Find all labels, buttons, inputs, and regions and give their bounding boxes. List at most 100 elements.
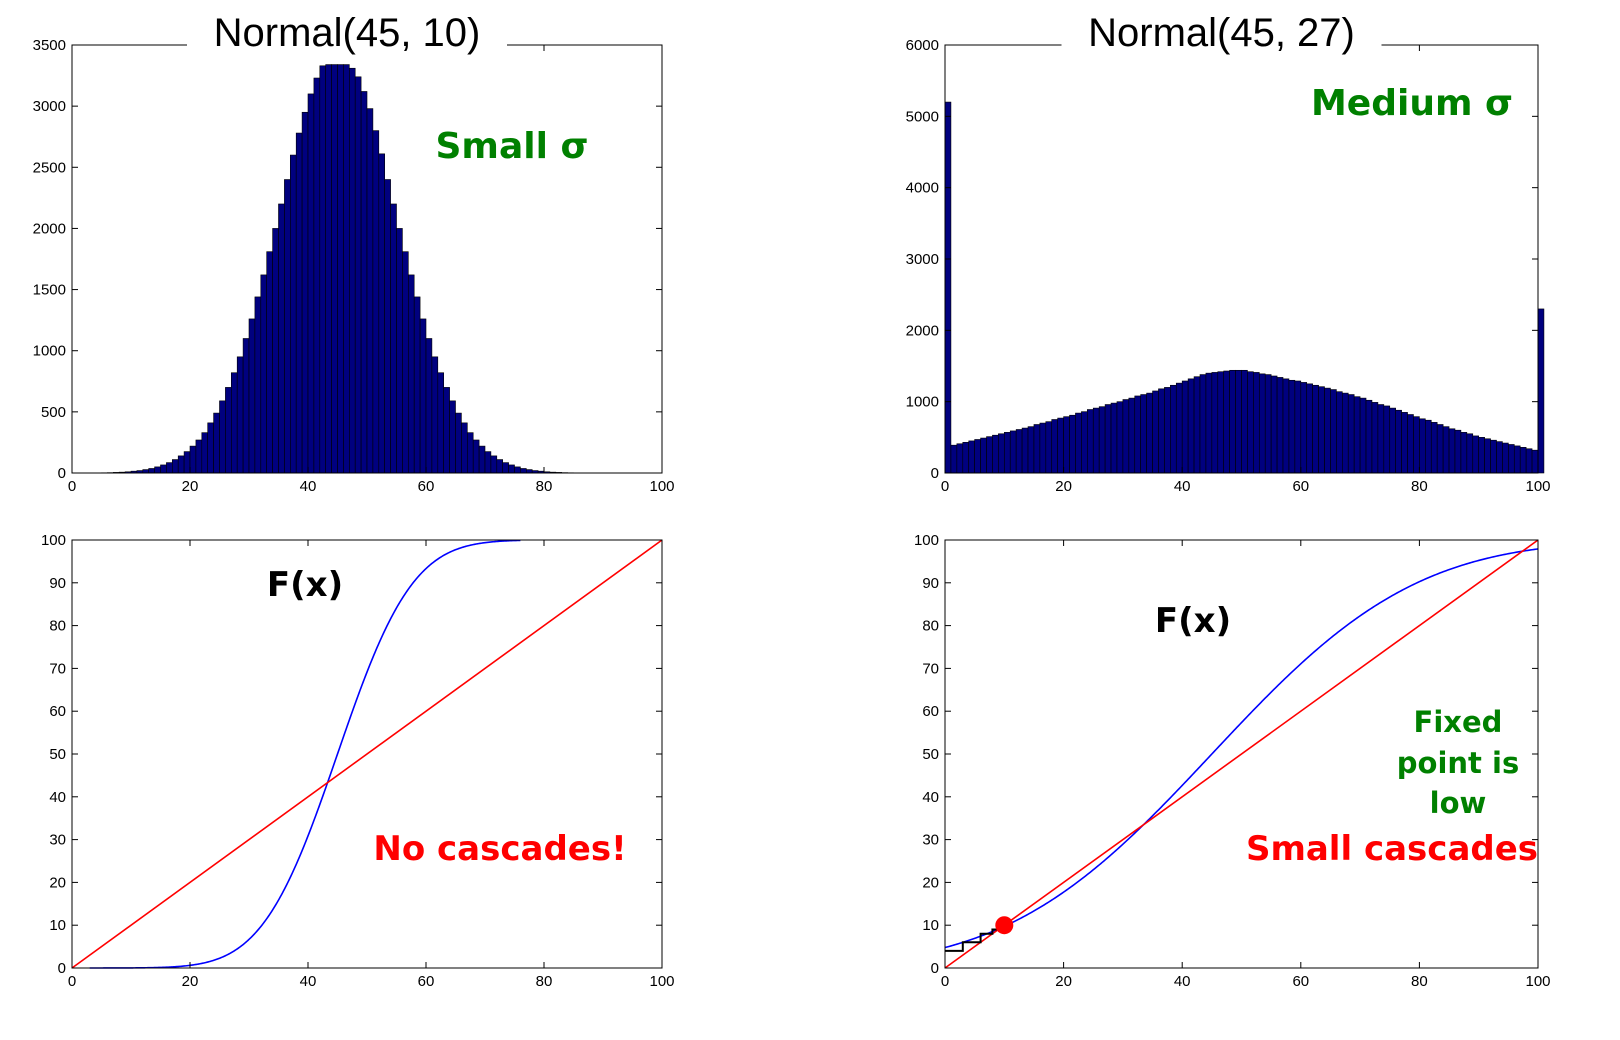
histogram-bar [407, 274, 415, 474]
histogram-bar [1513, 445, 1521, 474]
histogram-bar [1401, 412, 1408, 474]
histogram-bar [956, 443, 964, 474]
histogram-bar [950, 444, 958, 474]
histogram-bar [1003, 432, 1011, 474]
histogram-bar [1146, 392, 1153, 474]
histogram-bar [1087, 409, 1094, 474]
histogram-bar [1347, 394, 1355, 474]
histogram-bar [272, 228, 279, 474]
cdf-plot-small-sigma: 0 20 40 60 80 100 0 10 20 30 40 50 60 70 80 90 100 F(x) No… [41, 532, 675, 990]
y-tick-label: 30 [49, 832, 66, 849]
histogram-bar [195, 439, 203, 474]
y-tick-label: 0 [931, 465, 939, 482]
histogram-bar [1442, 426, 1450, 474]
histogram-bar [1478, 437, 1485, 474]
histogram-bar [396, 228, 403, 474]
histogram-bar [319, 65, 326, 474]
histogram-bar [1407, 414, 1414, 474]
x-tick-label: 100 [1525, 478, 1550, 495]
x-tick-label: 100 [649, 973, 674, 990]
title-backing [1061, 7, 1382, 53]
histogram-bar [1525, 448, 1533, 474]
histogram-bar [1164, 387, 1171, 474]
histogram-bar [254, 296, 262, 474]
histogram-bar [1021, 427, 1029, 474]
y-tick-label: 2000 [906, 322, 939, 339]
histogram-bar [413, 296, 421, 474]
histogram-bar [142, 469, 150, 474]
x-tick-label: 0 [68, 478, 76, 495]
annotation-text: F(x) [1155, 601, 1231, 641]
annotation-text: Medium σ [1311, 83, 1513, 124]
x-tick-label: 20 [182, 478, 199, 495]
x-tick-label: 20 [1055, 973, 1072, 990]
histogram-bar [1294, 380, 1302, 474]
histogram-bar [378, 153, 385, 474]
y-tick-label: 2500 [33, 159, 66, 176]
histogram-bar [1247, 371, 1254, 474]
y-tick-label: 50 [922, 746, 939, 763]
y-tick-label: 20 [49, 874, 66, 891]
cdf-plot-medium-sigma: 0 20 40 60 80 100 0 10 20 30 40 50 60 70 80 90 100 F(x) Fi… [914, 532, 1551, 990]
histogram-bar [1502, 442, 1509, 474]
histogram-bar [1425, 419, 1432, 474]
histogram-bar [455, 412, 462, 474]
histogram-bar [1519, 447, 1527, 474]
y-tick-label: 10 [922, 917, 939, 934]
identity-line [71, 539, 663, 969]
histogram-bar [1448, 428, 1456, 474]
histogram-bar [1205, 372, 1213, 474]
histogram-bar [1312, 384, 1319, 474]
y-tick-label: 90 [49, 575, 66, 592]
histogram-bar [278, 203, 285, 474]
histogram-bar [266, 251, 273, 474]
x-tick-label: 20 [1055, 478, 1072, 495]
annotation-text: point is [1397, 746, 1519, 780]
y-tick-label: 10 [49, 917, 66, 934]
y-tick-label: 40 [922, 789, 939, 806]
histogram-bar [1508, 444, 1515, 474]
x-tick-label: 40 [1174, 973, 1191, 990]
histogram-bar [1324, 387, 1331, 474]
histogram-bar [242, 338, 250, 474]
x-tick-label: 0 [941, 973, 949, 990]
histogram-bar [1057, 417, 1064, 474]
histogram-bar [490, 455, 498, 474]
histogram-bar [154, 466, 161, 474]
histogram-bar [390, 203, 397, 474]
histogram-bar [148, 468, 155, 474]
histogram-bar [1359, 397, 1367, 474]
histogram-bar [225, 387, 232, 474]
x-tick-label: 100 [1525, 973, 1550, 990]
histogram-bar [1033, 424, 1041, 474]
histogram-bar [1181, 380, 1189, 474]
x-tick-label: 80 [536, 478, 553, 495]
y-tick-label: 4000 [906, 180, 939, 197]
x-tick-label: 40 [300, 973, 317, 990]
histogram-bar [1460, 432, 1468, 474]
histogram-bar [1253, 372, 1260, 474]
annotation-text: F(x) [267, 565, 343, 605]
histogram-bar [337, 64, 344, 474]
histogram-bar [331, 64, 338, 474]
histogram-bar [478, 445, 486, 474]
histogram-bar [213, 412, 220, 474]
histogram-bar [360, 91, 368, 474]
histogram-bar [1140, 394, 1147, 474]
histogram-bar [289, 154, 297, 474]
histogram-bar [307, 93, 315, 474]
histogram-bar [974, 439, 981, 474]
histogram-bar [520, 468, 527, 474]
x-tick-label: 80 [536, 973, 553, 990]
histogram-bar [402, 251, 409, 474]
histogram-bar [496, 459, 503, 474]
y-tick-label: 0 [58, 960, 66, 977]
histogram-bar [1081, 411, 1088, 474]
y-tick-label: 100 [41, 532, 66, 549]
histogram-bar [1175, 382, 1183, 474]
histogram-bar [1128, 397, 1136, 474]
y-tick-label: 70 [922, 660, 939, 677]
histogram-bar [525, 469, 533, 474]
histogram-bar [986, 436, 993, 474]
